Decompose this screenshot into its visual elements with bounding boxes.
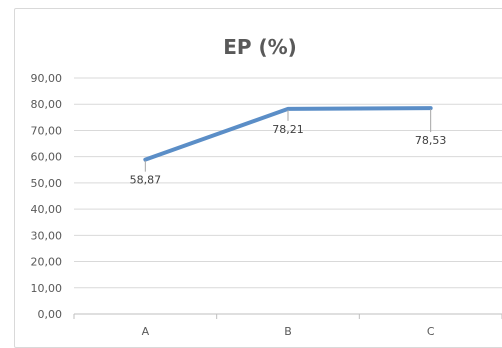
y-tick-label: 60,00 <box>31 151 63 164</box>
y-tick-label: 30,00 <box>31 229 63 242</box>
y-tick-label: 70,00 <box>31 124 63 137</box>
chart-title: EP (%) <box>223 35 297 59</box>
chart-area <box>14 8 502 348</box>
gridlines <box>74 77 502 315</box>
x-axis-ticks: A B C <box>73 314 502 338</box>
x-tick-label: A <box>142 325 150 338</box>
y-axis-ticks: 0,00 10,00 20,00 30,00 40,00 50,00 60,00 70,00 8… <box>31 72 63 321</box>
x-tick-label: C <box>427 325 435 338</box>
y-tick-label: 90,00 <box>31 72 63 85</box>
y-tick-label: 0,00 <box>38 308 63 321</box>
y-tick-label: 80,00 <box>31 98 63 111</box>
line-chart: EP (%) 0,00 10,00 20,00 30,00 40,00 50,00 60,0… <box>31 35 502 338</box>
y-tick-label: 10,00 <box>31 282 63 295</box>
series-line <box>143 106 433 162</box>
x-tick-label: B <box>284 325 292 338</box>
data-label: 58,87 <box>130 174 162 187</box>
series-layer <box>143 106 433 162</box>
y-tick-label: 50,00 <box>31 177 63 190</box>
data-label: 78,21 <box>272 123 304 136</box>
y-tick-label: 20,00 <box>31 256 63 269</box>
data-label: 78,53 <box>415 134 447 147</box>
y-tick-label: 40,00 <box>31 203 63 216</box>
data-labels: 58,87 78,21 78,53 <box>130 109 447 187</box>
